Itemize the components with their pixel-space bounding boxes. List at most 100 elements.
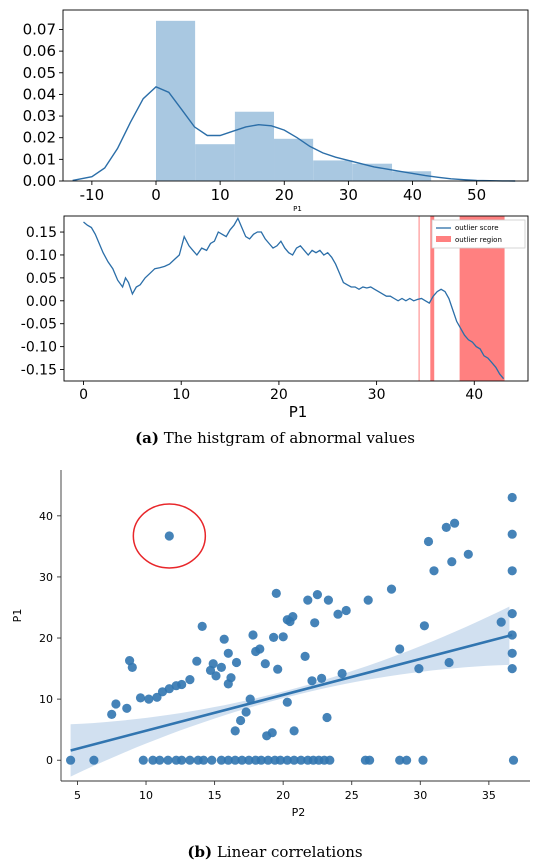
scatter-point	[216, 755, 226, 765]
x-tick-label: 20	[275, 186, 294, 204]
x-tick-label: 10	[139, 789, 153, 802]
scatter-point	[447, 557, 457, 567]
scatter-point	[248, 630, 258, 640]
scatter-point	[507, 566, 517, 576]
scatter-point	[395, 644, 405, 654]
x-tick-label: 10	[211, 186, 230, 204]
scatter-point	[429, 566, 439, 576]
y-tick-label: 30	[39, 571, 53, 584]
scatter-point	[223, 755, 233, 765]
caption-a: (a) The histgram of abnormal values	[135, 429, 415, 447]
scatter-point	[267, 728, 277, 738]
x-tick-label: 30	[413, 789, 427, 802]
caption-a-text: The histgram of abnormal values	[159, 429, 415, 447]
legend-box	[431, 219, 526, 249]
scatter-point	[231, 657, 242, 668]
y-tick-label: 0.05	[23, 64, 56, 82]
x-tick-label: -10	[80, 186, 105, 204]
y-tick-label: 20	[39, 632, 53, 645]
scatter-point	[282, 755, 292, 765]
scatter-point	[312, 590, 322, 600]
scatter-point	[289, 755, 299, 765]
x-tick-label: 35	[482, 789, 496, 802]
histogram-bar	[234, 111, 275, 181]
outlier-score-panel: -0.15 -0.10 -0.05 0.00 0.05 0.10 0.15 0 10 20 30 40…	[21, 215, 529, 421]
histogram-bar	[195, 144, 235, 181]
scatter-point	[423, 536, 434, 547]
histogram-bar	[274, 138, 314, 181]
scatter-point	[144, 694, 154, 704]
scatter-point	[414, 664, 424, 674]
scatter-point	[402, 755, 412, 765]
x-tick-label: 10	[172, 387, 190, 403]
plot-frame	[63, 215, 529, 382]
caption-a-label: (a)	[135, 429, 159, 447]
scatter-point	[365, 755, 375, 765]
scatter-point	[135, 693, 146, 703]
scatter-point	[323, 595, 333, 605]
scatter-point	[278, 632, 288, 642]
legend-region-swatch	[436, 236, 451, 242]
scatter-point	[289, 726, 299, 736]
scatter-point	[441, 522, 451, 533]
legend-label: outlier region	[455, 236, 502, 244]
scatter-point	[260, 659, 270, 669]
scatter-point	[333, 609, 343, 619]
scatter-point	[307, 676, 317, 686]
histogram-bar	[392, 171, 432, 181]
x-tick-label: 30	[339, 186, 358, 204]
scatter-point	[496, 617, 506, 627]
y-tick-label: 0	[46, 754, 53, 767]
scatter-point	[282, 697, 292, 707]
y-tick-label: 0.00	[26, 294, 57, 310]
scatter-point	[226, 673, 236, 683]
scatter-point	[507, 664, 517, 674]
kde-line	[72, 85, 516, 182]
y-tick-label: 0.01	[23, 150, 56, 168]
scatter-point	[363, 595, 373, 605]
scatter-point	[322, 712, 332, 723]
x-tick-label: 20	[270, 387, 288, 403]
regression-line	[70, 633, 513, 752]
y-tick-label: -0.05	[21, 317, 57, 333]
scatter-point	[395, 755, 405, 765]
scatter-point	[419, 621, 429, 631]
scatter-point	[127, 662, 137, 673]
x-tick-label: 20	[276, 789, 290, 802]
scatter-point	[444, 657, 454, 668]
scatter-point	[185, 755, 195, 765]
x-axis-label: P1	[293, 205, 302, 213]
scatter-point	[192, 656, 202, 666]
scatter-point	[211, 671, 221, 681]
y-axis-label: P1	[11, 609, 24, 623]
scatter-panel: 0 10 20 30 40 5 10 15 20 25 30 35 P2 P1	[11, 470, 530, 819]
scatter-point	[138, 755, 148, 765]
scatter-point	[199, 755, 209, 765]
scatter-point	[107, 709, 117, 720]
scatter-point	[237, 755, 247, 765]
histogram-bar	[313, 160, 353, 181]
y-tick-label: 40	[39, 510, 53, 523]
caption-b-label: (b)	[187, 843, 212, 861]
scatter-point	[216, 662, 226, 673]
outlier-score-line	[83, 216, 505, 380]
x-tick-label: 30	[368, 387, 386, 403]
scatter-point	[275, 755, 285, 765]
y-tick-label: 0.15	[26, 225, 57, 241]
scatter-point	[450, 518, 460, 528]
x-tick-label: 40	[403, 186, 422, 204]
scatter-point	[256, 755, 266, 765]
scatter-point	[418, 755, 428, 765]
scatter-point	[223, 648, 233, 658]
scatter-point	[66, 755, 76, 765]
scatter-point	[177, 679, 187, 690]
scatter-point	[386, 584, 397, 594]
scatter-point	[463, 549, 473, 559]
y-tick-label: 10	[39, 693, 53, 706]
scatter-point	[310, 618, 320, 628]
scatter-point	[230, 726, 240, 736]
scatter-point	[288, 612, 298, 622]
scatter-point	[317, 673, 327, 684]
scatter-point	[185, 675, 195, 685]
